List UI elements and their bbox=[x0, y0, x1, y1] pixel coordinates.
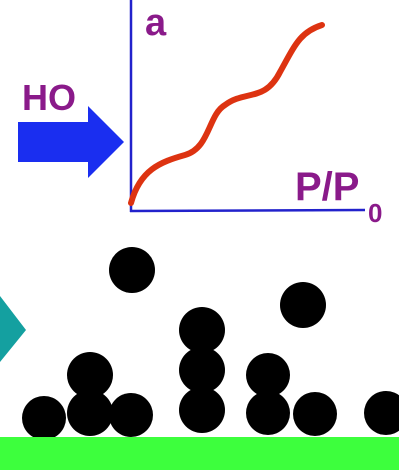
particle bbox=[364, 391, 399, 435]
teal-triangle-icon bbox=[0, 296, 26, 362]
particle bbox=[179, 387, 225, 433]
isotherm-curve bbox=[128, 22, 325, 206]
x-axis-subscript: 0 bbox=[368, 198, 382, 228]
x-axis bbox=[129, 208, 366, 213]
particle bbox=[179, 347, 225, 393]
y-axis-label: a bbox=[145, 2, 167, 44]
arrow-label: HO bbox=[22, 77, 76, 118]
particle bbox=[280, 282, 326, 328]
substrate-surface bbox=[0, 437, 399, 470]
particle bbox=[22, 396, 66, 440]
particle bbox=[246, 391, 290, 435]
x-axis-label: P/P bbox=[295, 165, 359, 209]
right-arrow-icon bbox=[18, 106, 124, 178]
particle bbox=[67, 390, 113, 436]
particle bbox=[179, 307, 225, 353]
particle bbox=[293, 392, 337, 436]
particle bbox=[109, 393, 153, 437]
particle bbox=[67, 352, 113, 398]
particle bbox=[109, 247, 155, 293]
particle bbox=[246, 353, 290, 397]
